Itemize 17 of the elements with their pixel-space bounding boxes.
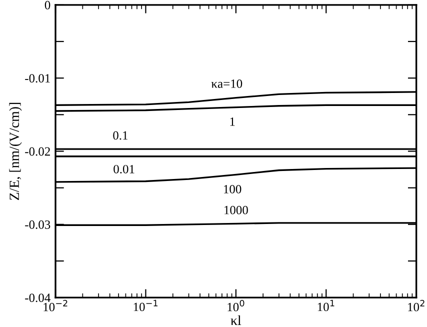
- series-label: 1: [230, 117, 235, 126]
- series-label: 0.01: [114, 164, 134, 174]
- x-tick-label: 10$^{1}$: [318, 300, 334, 312]
- x-tick-label: 10$^{0}$: [228, 300, 244, 312]
- x-axis-title: κl: [230, 315, 242, 325]
- y-tick-label: -0.04: [25, 294, 50, 302]
- y-tick-label: -0.01: [25, 74, 50, 83]
- y-tick-label: -0.02: [25, 147, 50, 156]
- series-label: 1000: [224, 206, 248, 214]
- series-label: κa=10: [211, 79, 242, 88]
- series-label: 100: [224, 184, 242, 194]
- series-label: 0.1: [113, 131, 128, 140]
- y-tick-label: -0.03: [25, 220, 50, 229]
- y-tick-label: 0: [44, 0, 50, 10]
- x-tick-label: 10$^{2}$: [408, 300, 424, 312]
- x-tick-label: 10$^{−1}$: [134, 300, 158, 312]
- y-axis-title: Z/E, [nm/(V/cm)]: [9, 102, 22, 200]
